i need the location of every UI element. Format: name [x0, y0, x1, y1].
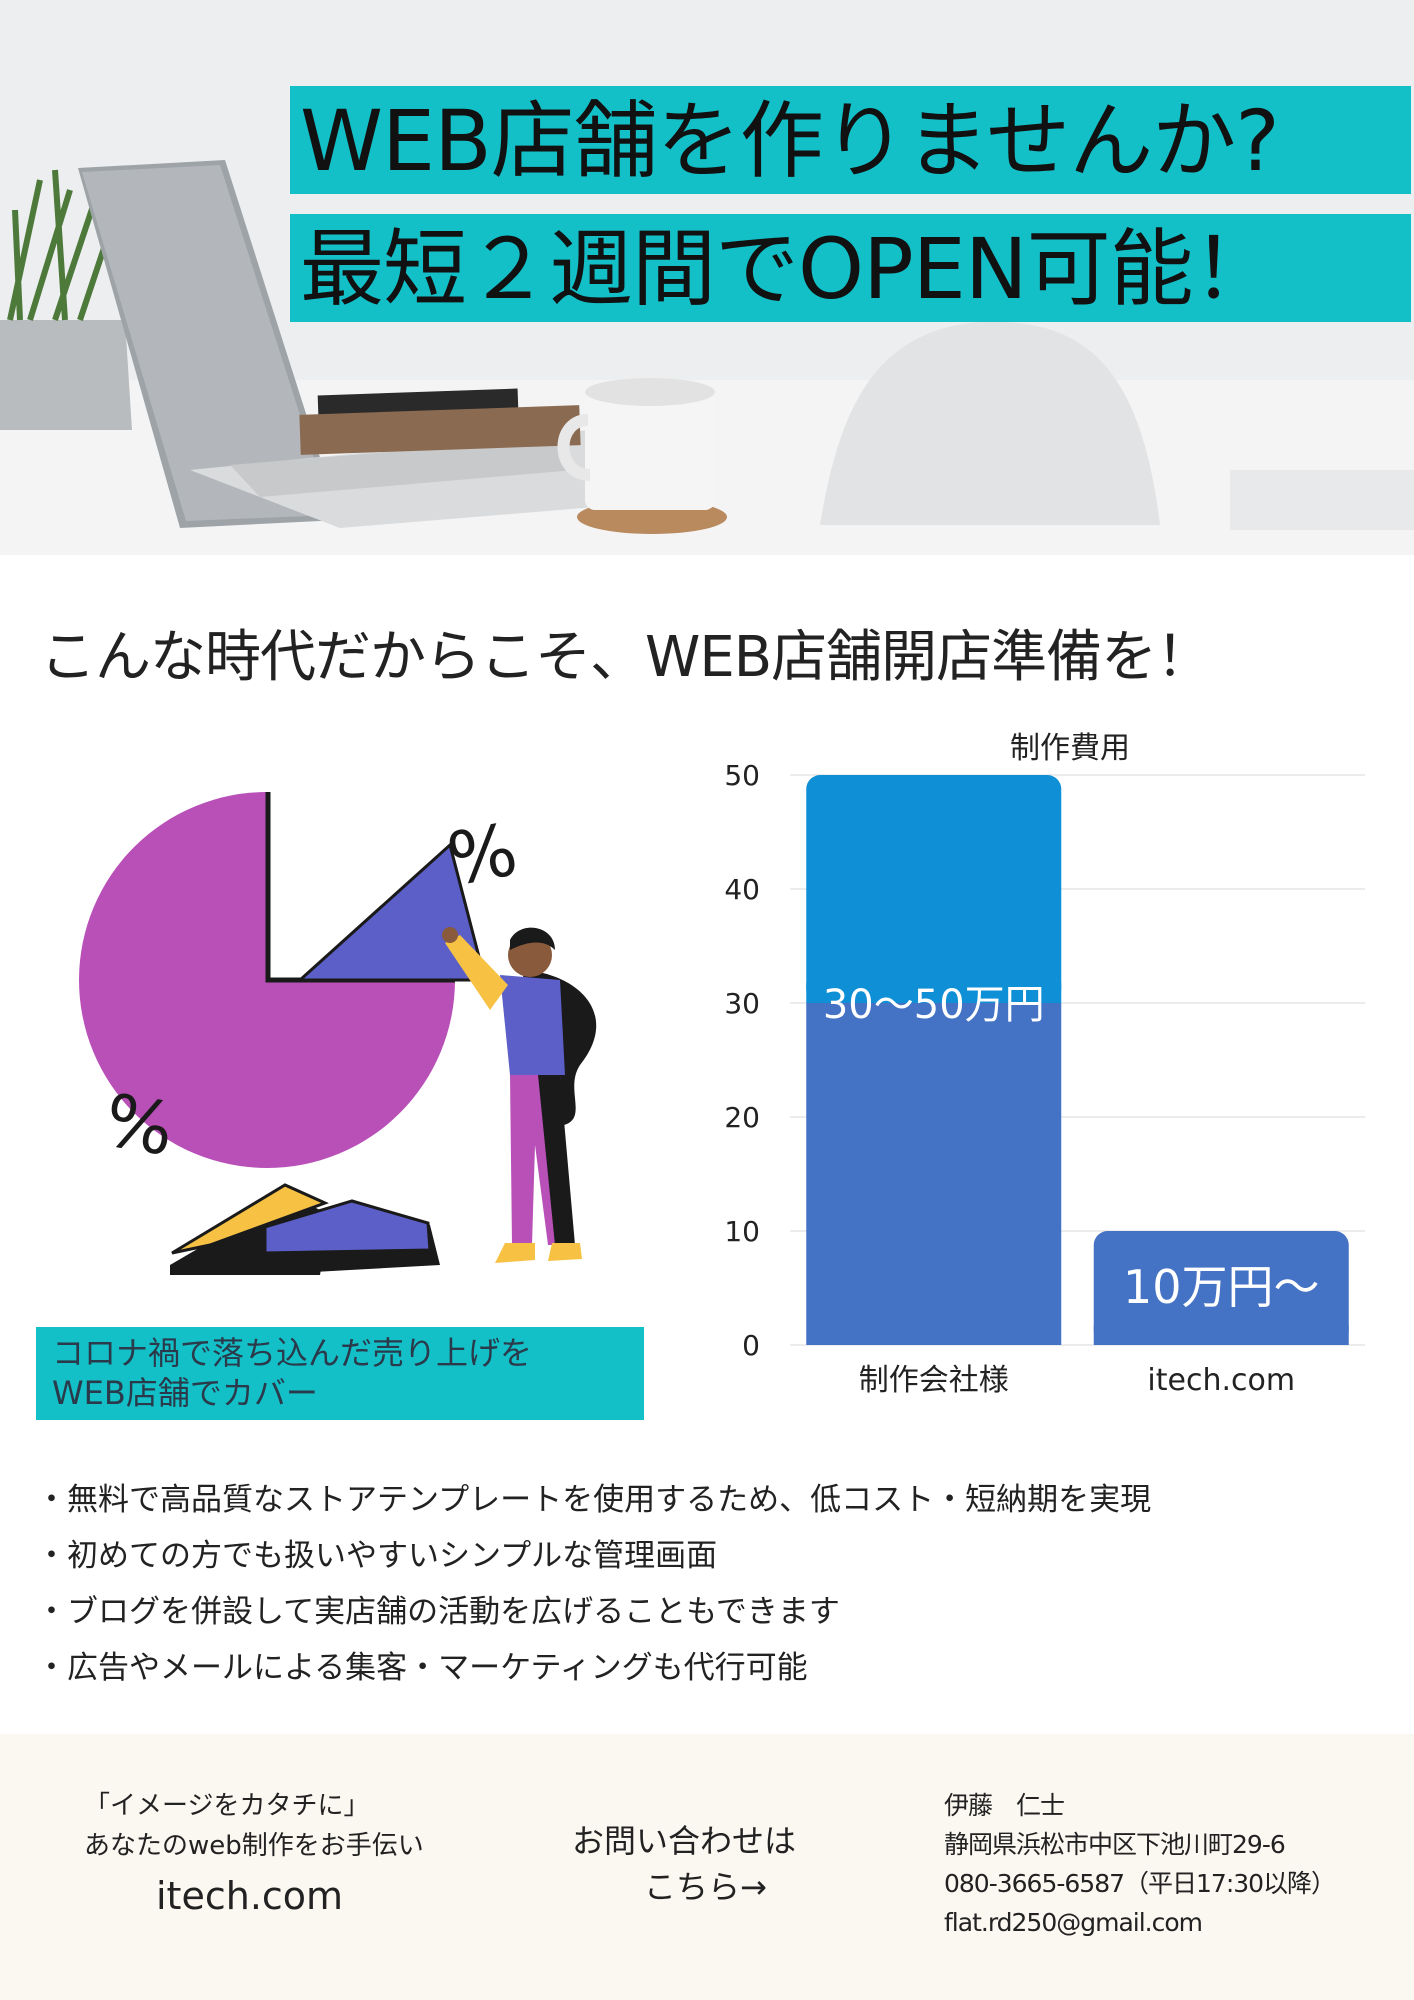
pie-wedge-shape: [296, 842, 487, 982]
caption-line-1: コロナ禍で落ち込んだ売り上げを: [52, 1334, 533, 1372]
contact-name: 伊藤 仁士: [944, 1791, 1065, 1820]
cost-bar-chart: 制作費用 0 10 20 30 40 50 制作会社様 itech.com 30〜50万円 10万円…: [700, 730, 1380, 1410]
woman-icon: [442, 927, 597, 1263]
page-subheading: こんな時代だからこそ、WEB店舗開店準備を！: [40, 625, 1212, 690]
contact-label: お問い合わせは: [572, 1822, 797, 1860]
contact-address: 静岡県浜松市中区下池川町29-6: [944, 1830, 1286, 1859]
bar-segment-base: [1093, 1325, 1349, 1345]
list-item: ・広告やメールによる集客・マーケティングも代行可能: [36, 1650, 808, 1686]
contact-info: 伊藤 仁士 静岡県浜松市中区下池川町29-6 080-3665-6587（平日1…: [944, 1786, 1336, 1942]
chart-title: 制作費用: [1010, 731, 1130, 766]
list-item: ・ブログを併設して実店舗の活動を広げることもできます: [36, 1594, 840, 1630]
footer: 「イメージをカタチに」 あなたのweb制作をお手伝い itech.com お問い…: [0, 1734, 1414, 2000]
bar-segment: [806, 775, 1062, 1003]
contact-email[interactable]: flat.rd250@gmail.com: [944, 1908, 1203, 1937]
y-tick-label: 30: [724, 987, 760, 1020]
x-tick-label: 制作会社様: [859, 1363, 1009, 1398]
percent-icon-2: %: [98, 1078, 180, 1173]
caption-line-2: WEB店舗でカバー: [52, 1374, 318, 1412]
laptop-icon: [78, 160, 620, 528]
chart-svg: 制作費用 0 10 20 30 40 50 制作会社様 itech.com 30〜50万円 10万円…: [724, 731, 1365, 1398]
y-tick-label: 10: [724, 1215, 760, 1248]
plant-icon: [0, 169, 132, 430]
y-tick-label: 50: [724, 759, 760, 792]
footer-tagline-1: 「イメージをカタチに」: [84, 1791, 370, 1821]
footer-site-link[interactable]: itech.com: [156, 1874, 344, 1918]
y-tick-label: 20: [724, 1101, 760, 1134]
x-tick-label: itech.com: [1147, 1363, 1295, 1398]
footer-tagline: 「イメージをカタチに」 あなたのweb制作をお手伝い: [84, 1786, 424, 1866]
y-tick-label: 0: [742, 1329, 760, 1362]
list-item: ・無料で高品質なストアテンプレートを使用するため、低コスト・短納期を実現: [36, 1482, 1152, 1518]
contact-link[interactable]: こちら→: [644, 1868, 767, 1906]
pie-woman-illustration: % %: [60, 775, 660, 1295]
feature-list: ・無料で高品質なストアテンプレートを使用するため、低コスト・短納期を実現 ・初め…: [36, 1472, 1151, 1696]
mug-icon: [557, 378, 727, 534]
bar-segment: [806, 1003, 1062, 1345]
footer-tagline-2: あなたのweb制作をお手伝い: [84, 1831, 424, 1861]
caption-box: コロナ禍で落ち込んだ売り上げを WEB店舗でカバー: [36, 1327, 644, 1420]
y-tick-label: 40: [724, 873, 760, 906]
percent-icon-1: %: [441, 807, 523, 902]
hero-photo: WEB店舗を作りませんか? 最短２週間でOPEN可能！: [0, 0, 1414, 555]
contact-phone[interactable]: 080-3665-6587（平日17:30以降）: [944, 1869, 1336, 1898]
bar-annotation: 30〜50万円: [823, 982, 1045, 1028]
hero-headline-1: WEB店舗を作りませんか?: [290, 86, 1411, 194]
bar-segment: [1093, 1231, 1349, 1345]
hero-headline-2: 最短２週間でOPEN可能！: [290, 214, 1411, 322]
list-item: ・初めての方でも扱いやすいシンプルな管理画面: [36, 1538, 718, 1574]
bar-annotation: 10万円〜: [1123, 1260, 1320, 1314]
bar-segment-base: [806, 983, 1062, 1003]
